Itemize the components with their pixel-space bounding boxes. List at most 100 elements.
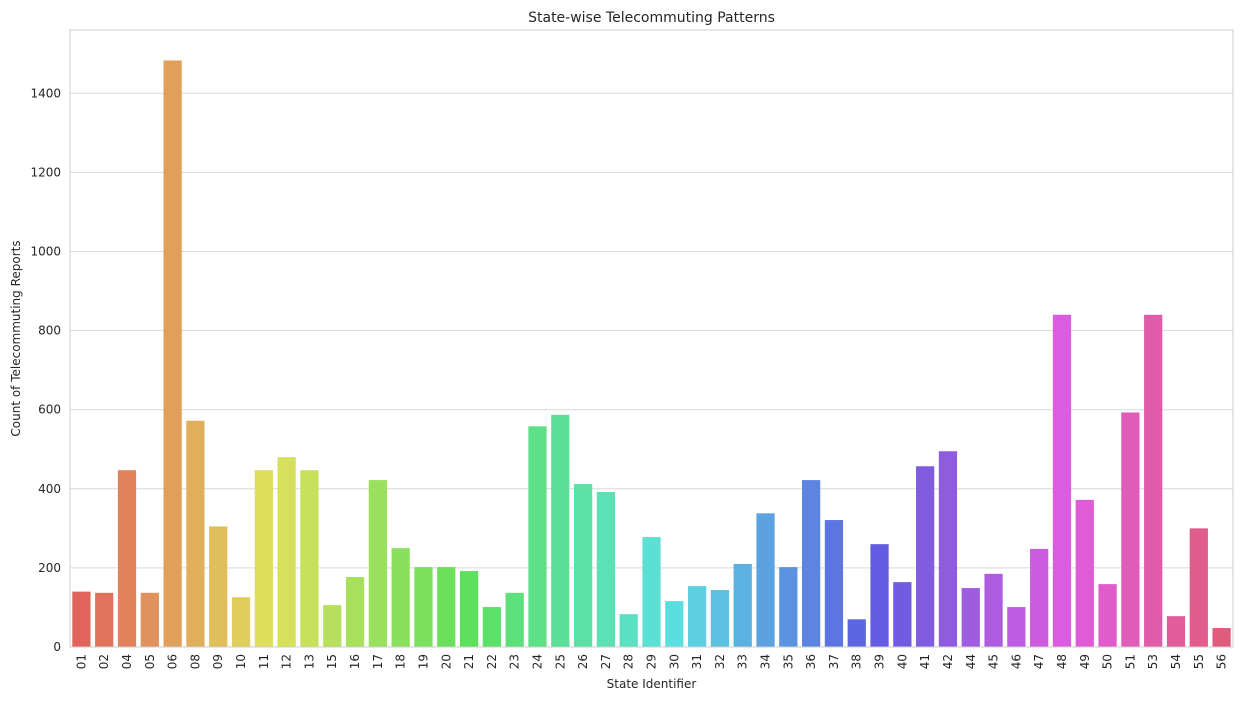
y-tick-label: 0 xyxy=(53,640,61,654)
bar-36 xyxy=(802,480,821,647)
x-tick-label: 51 xyxy=(1123,654,1137,669)
bar-20 xyxy=(437,567,456,647)
x-tick-label: 05 xyxy=(143,654,157,669)
bar-32 xyxy=(710,590,730,647)
x-tick-label: 02 xyxy=(97,654,111,669)
x-tick-label: 35 xyxy=(781,654,795,669)
y-tick-label: 1200 xyxy=(30,165,61,179)
bar-49 xyxy=(1075,499,1094,647)
bar-56 xyxy=(1212,628,1231,647)
bar-28 xyxy=(619,614,638,647)
bar-34 xyxy=(756,513,775,647)
x-tick-label: 53 xyxy=(1146,654,1160,669)
x-tick-label: 45 xyxy=(987,654,1001,669)
x-tick-label: 12 xyxy=(280,654,294,669)
x-tick-label: 21 xyxy=(462,654,476,669)
x-tick-label: 06 xyxy=(166,654,180,669)
bar-02 xyxy=(95,592,114,647)
bar-42 xyxy=(938,451,958,647)
bar-24 xyxy=(528,426,547,647)
bar-29 xyxy=(642,537,661,647)
bar-26 xyxy=(573,484,593,647)
x-tick-label: 56 xyxy=(1215,654,1229,669)
x-tick-label: 38 xyxy=(850,654,864,669)
bar-40 xyxy=(893,582,912,647)
x-tick-label: 30 xyxy=(667,654,681,669)
y-tick-label: 800 xyxy=(38,324,61,338)
x-tick-label: 08 xyxy=(188,654,202,669)
bar-23 xyxy=(505,592,524,647)
bar-17 xyxy=(368,480,387,647)
bar-37 xyxy=(824,520,844,647)
bar-11 xyxy=(254,470,273,647)
x-tick-label: 10 xyxy=(234,654,248,669)
y-tick-label: 1000 xyxy=(30,244,61,258)
bar-06 xyxy=(163,60,182,648)
bar-16 xyxy=(345,576,365,647)
bar-46 xyxy=(1007,607,1026,647)
chart-title: State-wise Telecommuting Patterns xyxy=(528,10,775,26)
y-axis-ticks: 0 200 400 600 800 1000 1200 1400 xyxy=(30,86,61,654)
x-tick-label: 23 xyxy=(508,654,522,669)
plot-frame xyxy=(69,29,1234,648)
y-axis-title: Count of Telecommuting Reports xyxy=(9,240,23,436)
bar-22 xyxy=(482,607,501,647)
bar-01 xyxy=(72,591,91,647)
x-tick-label: 22 xyxy=(485,654,499,669)
x-tick-label: 37 xyxy=(827,654,841,669)
x-tick-label: 20 xyxy=(439,654,453,669)
x-tick-label: 50 xyxy=(1101,654,1115,669)
y-tick-label: 1400 xyxy=(30,86,61,100)
bar-55 xyxy=(1189,528,1208,647)
bar-09 xyxy=(209,526,228,647)
x-tick-label: 28 xyxy=(622,654,636,669)
bar-10 xyxy=(231,597,251,647)
bar-38 xyxy=(847,619,866,647)
x-tick-label: 15 xyxy=(325,654,339,669)
bar-30 xyxy=(665,601,684,647)
y-tick-label: 200 xyxy=(38,561,61,575)
x-tick-label: 42 xyxy=(941,654,955,669)
bar-08 xyxy=(186,420,205,647)
bar-27 xyxy=(596,491,616,647)
x-tick-label: 54 xyxy=(1169,654,1183,669)
x-tick-label: 04 xyxy=(120,654,134,669)
x-tick-label: 36 xyxy=(804,654,818,669)
bar-05 xyxy=(140,592,159,647)
bar-18 xyxy=(391,548,410,647)
x-axis-ticks: 01 02 04 05 06 08 09 10 11 12 13 15 16 17 18 19 20 21 22 23… xyxy=(74,654,1228,669)
x-tick-label: 19 xyxy=(416,654,430,669)
bar-04 xyxy=(117,470,137,647)
bar-54 xyxy=(1166,616,1186,647)
y-tick-label: 600 xyxy=(38,403,61,417)
x-tick-label: 55 xyxy=(1192,654,1206,669)
x-tick-label: 09 xyxy=(211,654,225,669)
x-tick-label: 33 xyxy=(736,654,750,669)
bar-48 xyxy=(1052,314,1072,647)
x-tick-label: 24 xyxy=(530,654,544,669)
x-axis-title: State Identifier xyxy=(607,677,697,691)
bar-12 xyxy=(277,457,296,647)
x-tick-label: 26 xyxy=(576,654,590,669)
x-tick-label: 49 xyxy=(1078,654,1092,669)
x-tick-label: 29 xyxy=(645,654,659,669)
x-tick-label: 16 xyxy=(348,654,362,669)
y-tick-label: 400 xyxy=(38,482,61,496)
x-tick-label: 18 xyxy=(394,654,408,669)
x-tick-label: 41 xyxy=(918,654,932,669)
x-tick-label: 40 xyxy=(895,654,909,669)
bar-13 xyxy=(300,470,319,647)
x-tick-label: 46 xyxy=(1009,654,1023,669)
bar-45 xyxy=(984,573,1003,647)
x-tick-label: 48 xyxy=(1055,654,1069,669)
bar-31 xyxy=(687,586,707,647)
bar-50 xyxy=(1098,584,1117,647)
x-tick-label: 11 xyxy=(257,654,271,669)
bar-21 xyxy=(459,571,479,647)
x-tick-label: 17 xyxy=(371,654,385,669)
x-tick-label: 34 xyxy=(759,654,773,669)
x-tick-label: 13 xyxy=(302,654,316,669)
bar-47 xyxy=(1030,548,1049,647)
x-tick-label: 31 xyxy=(690,654,704,669)
